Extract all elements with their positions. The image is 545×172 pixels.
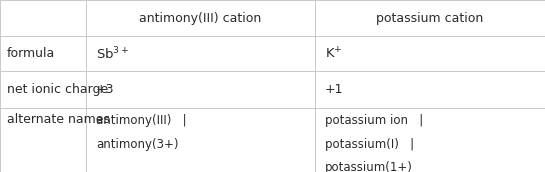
Text: potassium(1+): potassium(1+) [325, 161, 413, 172]
Text: net ionic charge: net ionic charge [7, 83, 108, 96]
Text: K$^{+}$: K$^{+}$ [325, 46, 342, 61]
Text: alternate names: alternate names [7, 113, 110, 126]
Text: potassium ion   |: potassium ion | [325, 114, 423, 127]
Text: +1: +1 [325, 83, 343, 96]
Text: antimony(III) cation: antimony(III) cation [140, 12, 262, 25]
Text: antimony(III)   |: antimony(III) | [96, 114, 186, 127]
Text: antimony(3+): antimony(3+) [96, 138, 178, 151]
Text: +3: +3 [96, 83, 114, 96]
Text: potassium(I)   |: potassium(I) | [325, 138, 414, 151]
Text: potassium cation: potassium cation [377, 12, 483, 25]
Text: Sb$^{3+}$: Sb$^{3+}$ [96, 45, 129, 62]
Text: formula: formula [7, 47, 55, 60]
